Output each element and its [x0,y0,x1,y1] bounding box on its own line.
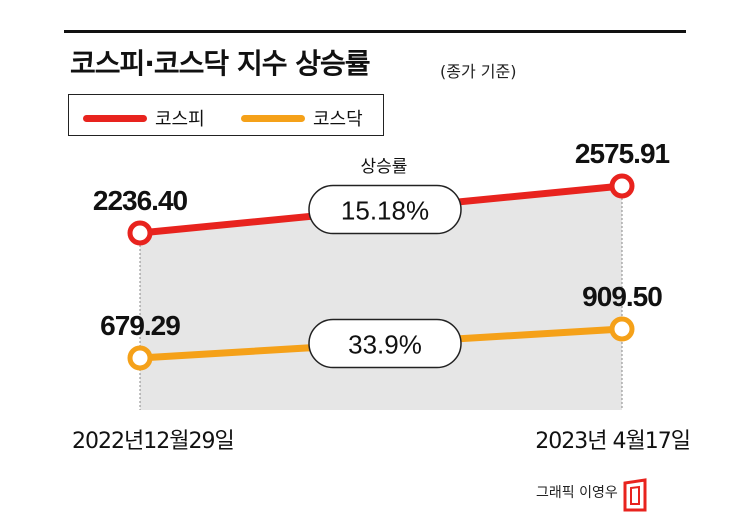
chart-subtitle: (종가 기준) [440,62,517,81]
data-point-1-1 [609,316,635,342]
publisher-logo-icon [623,478,647,512]
x-tick-label-0: 2022년12월29일 [72,429,234,454]
change-pill-1 [308,318,462,369]
legend-label-kosdaq: 코스닥 [313,109,363,130]
data-label-1-0: 679.29 [100,310,180,341]
chart-title: 코스피·코스닥 지수 상승률 [70,47,370,80]
data-label-0-1: 2575.91 [575,138,670,169]
change-value-1: 33.9% [348,330,422,360]
top-rule [64,30,686,33]
data-point-1-0 [127,345,153,371]
legend-swatch-kosdaq [241,114,305,122]
change-pill-0 [308,184,462,235]
legend-item-kospi: 코스피 [83,105,205,131]
data-label-1-1: 909.50 [582,281,662,312]
data-label-0-0: 2236.40 [93,185,188,216]
data-point-0-0 [127,220,153,246]
data-point-0-1 [609,173,635,199]
x-tick-label-1: 2023년 4월17일 [535,429,690,454]
legend-item-kosdaq: 코스닥 [241,105,363,131]
legend-label-kospi: 코스피 [155,109,205,130]
legend-swatch-kospi [83,114,147,122]
legend: 코스피 코스닥 [68,94,384,136]
graphic-credit: 그래픽 이영우 [536,485,618,501]
change-caption: 상승률 [361,157,408,177]
change-value-0: 15.18% [341,196,429,226]
